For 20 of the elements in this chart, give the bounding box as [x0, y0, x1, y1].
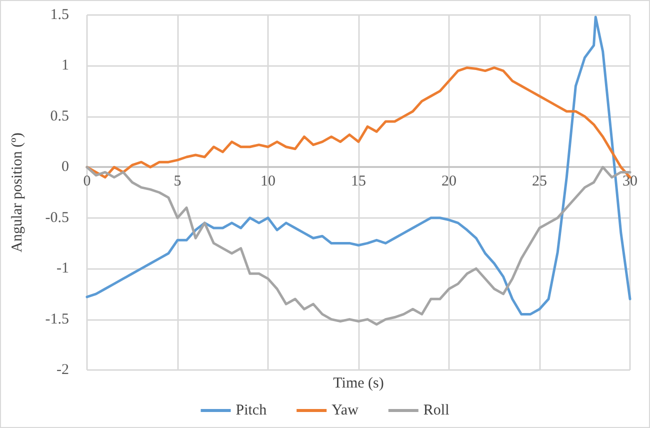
y-tick-label: -1: [56, 260, 69, 277]
y-tick-label: 0.5: [50, 108, 69, 124]
x-tick-label: 0: [83, 174, 91, 190]
y-tick-label: -1.5: [45, 311, 69, 328]
legend-label: Roll: [423, 402, 450, 418]
x-tick-label: 25: [532, 174, 547, 190]
x-axis-title: Time (s): [333, 376, 384, 392]
y-tick-label: -2: [56, 362, 69, 378]
x-tick-label: 5: [174, 174, 182, 190]
legend-label: Yaw: [332, 402, 359, 418]
x-tick-label: 20: [442, 174, 456, 190]
y-tick-label: 1.5: [50, 7, 69, 23]
x-tick-label: 30: [622, 174, 638, 190]
y-tick-label: 1: [62, 58, 69, 74]
x-tick-label: 15: [351, 174, 366, 190]
x-tick-label: 10: [260, 174, 276, 190]
y-tick-label: 0: [62, 159, 69, 176]
y-axis-title: Angular position (º): [10, 132, 26, 252]
legend-label: Pitch: [236, 402, 268, 418]
y-tick-label: -0.5: [45, 210, 69, 226]
